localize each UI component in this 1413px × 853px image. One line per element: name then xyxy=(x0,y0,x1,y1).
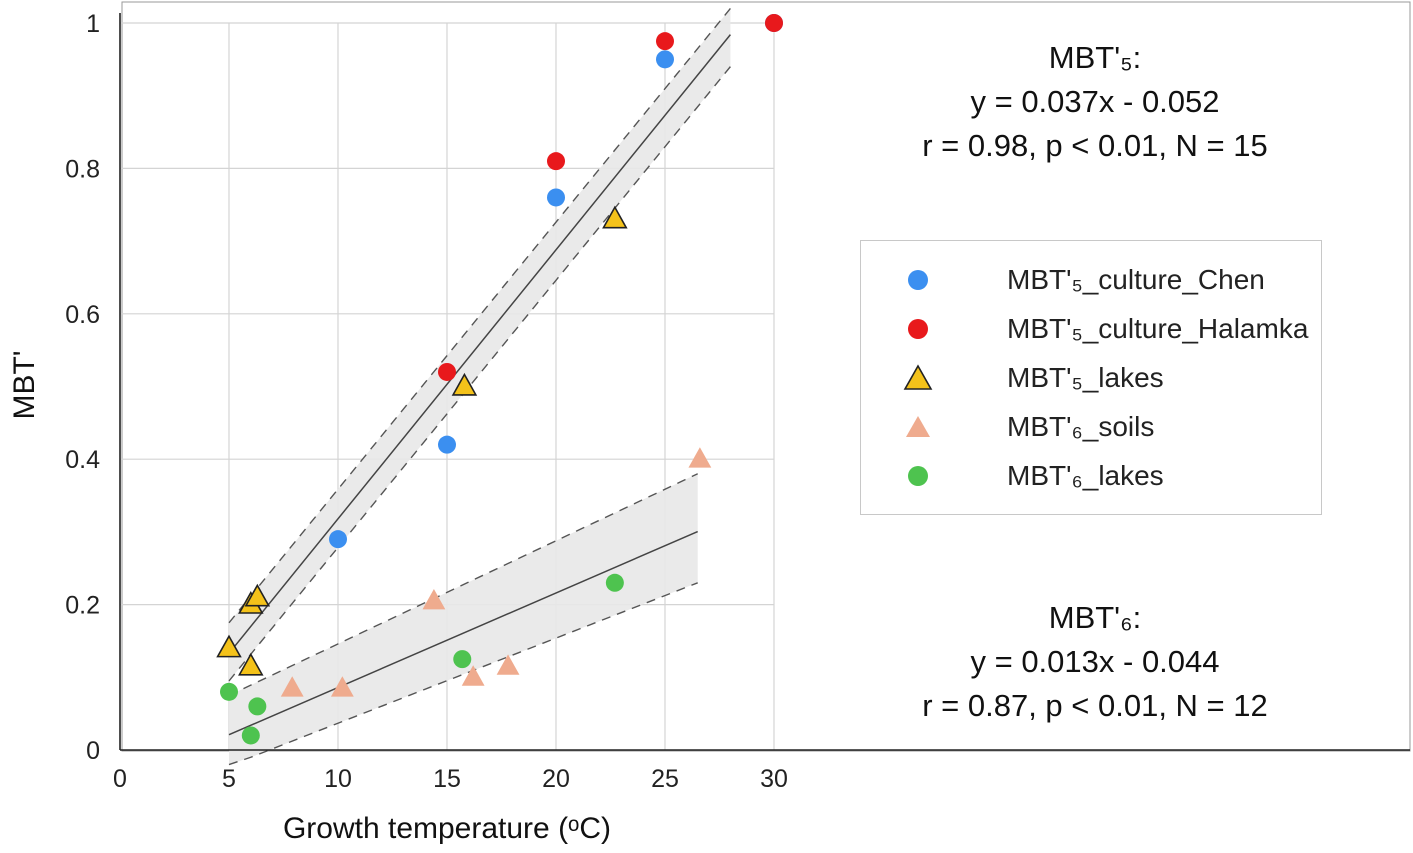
y-tick-label: 0.4 xyxy=(65,446,100,474)
data-point-circle xyxy=(656,50,674,69)
data-point-triangle xyxy=(602,205,628,229)
y-tick-labels: 0 0.2 0.4 0.6 0.8 1 xyxy=(65,10,100,765)
data-point-circle xyxy=(547,152,565,171)
data-point-triangle xyxy=(496,654,520,675)
y-tick-label: 0.8 xyxy=(65,155,100,183)
legend-item-mbt5-lakes: MBT'₅_lakes xyxy=(901,358,1164,398)
fit-line-mbt6 xyxy=(228,530,698,736)
mbt6-equation-annotation: MBT'₆: y = 0.013x - 0.044 r = 0.87, p < … xyxy=(880,596,1310,728)
data-point-triangle xyxy=(280,676,304,697)
legend-label: MBT'₅_lakes xyxy=(1007,362,1164,393)
data-point-triangle xyxy=(422,588,446,610)
confidence-band-mbt6 xyxy=(229,473,698,765)
mbt6-annotation-equation: y = 0.013x - 0.044 xyxy=(970,644,1220,679)
y-tick-label: 0.2 xyxy=(65,592,100,620)
legend-item-mbt6-soils: MBT'₆_soils xyxy=(901,407,1154,447)
fit-lines xyxy=(228,34,731,736)
chart-frame xyxy=(121,1,1411,752)
data-point-circle xyxy=(656,32,674,51)
data-point-triangle xyxy=(461,665,485,686)
legend-marker-blue-circle-icon xyxy=(908,270,928,290)
data-points xyxy=(216,14,783,745)
data-point-circle xyxy=(438,362,456,381)
legend-marker-green-circle-icon xyxy=(908,466,928,486)
x-tick-label: 10 xyxy=(324,765,352,793)
x-tick-label: 30 xyxy=(760,765,788,793)
x-tick-label: 15 xyxy=(433,765,461,793)
confidence-lower-dashed-line xyxy=(228,582,698,766)
y-tick-label: 0 xyxy=(86,737,100,765)
legend-label: MBT'₆_soils xyxy=(1007,411,1155,442)
data-point-circle xyxy=(453,650,472,669)
data-point-triangle xyxy=(216,634,242,658)
confidence-upper-dashed-line xyxy=(228,473,698,697)
data-point-circle xyxy=(241,726,260,745)
mbt5-annotation-title: MBT'₅: xyxy=(1048,40,1142,75)
data-point-triangle xyxy=(330,676,354,697)
legend-item-culture-chen: MBT'₅_culture_Chen xyxy=(901,260,1265,300)
mbt5-annotation-stats: r = 0.98, p < 0.01, N = 15 xyxy=(922,128,1268,163)
legend: MBT'₅_culture_Chen MBT'₅_culture_Halamka… xyxy=(860,240,1322,515)
x-tick-label: 0 xyxy=(113,765,127,793)
confidence-bands xyxy=(228,8,731,766)
data-point-triangle xyxy=(451,372,478,396)
x-tick-label: 5 xyxy=(222,765,236,793)
data-point-triangle xyxy=(244,583,271,607)
x-tick-labels: 0 5 10 15 20 25 30 xyxy=(113,765,788,793)
data-point-circle xyxy=(248,697,267,716)
data-point-triangle xyxy=(688,447,712,468)
x-tick-label: 20 xyxy=(542,765,570,793)
y-axis-title: MBT' xyxy=(8,350,41,419)
axes xyxy=(119,13,1410,751)
legend-item-culture-halamka: MBT'₅_culture_Halamka xyxy=(901,309,1308,349)
data-point-circle xyxy=(765,14,783,32)
mbt6-annotation-stats: r = 0.87, p < 0.01, N = 12 xyxy=(922,688,1268,723)
legend-marker-yellow-triangle-icon xyxy=(903,364,933,390)
data-point-circle xyxy=(329,530,347,549)
legend-marker-red-circle-icon xyxy=(908,319,928,339)
mbt6-annotation-title: MBT'₆: xyxy=(1048,600,1142,635)
y-tick-label: 0.6 xyxy=(65,301,100,329)
fit-line-mbt5 xyxy=(228,34,731,654)
data-point-circle xyxy=(438,435,456,454)
y-tick-label: 1 xyxy=(86,10,100,38)
mbt5-equation-annotation: MBT'₅: y = 0.037x - 0.052 r = 0.98, p < … xyxy=(880,36,1310,168)
x-axis-title: Growth temperature (ᵒC) xyxy=(283,812,611,845)
legend-item-mbt6-lakes: MBT'₆_lakes xyxy=(901,456,1164,496)
legend-marker-salmon-triangle-icon xyxy=(906,416,930,437)
data-point-circle xyxy=(220,682,238,701)
x-tick-label: 25 xyxy=(651,765,679,793)
mbt5-annotation-equation: y = 0.037x - 0.052 xyxy=(970,84,1220,119)
legend-label: MBT'₅_culture_Chen xyxy=(1007,264,1265,295)
legend-label: MBT'₅_culture_Halamka xyxy=(1007,313,1309,344)
confidence-upper-dashed-line xyxy=(228,8,731,624)
legend-label: MBT'₆_lakes xyxy=(1007,460,1164,491)
data-point-circle xyxy=(605,573,624,592)
data-point-triangle xyxy=(238,652,264,676)
data-point-circle xyxy=(547,188,565,207)
confidence-lower-dashed-line xyxy=(228,66,731,682)
